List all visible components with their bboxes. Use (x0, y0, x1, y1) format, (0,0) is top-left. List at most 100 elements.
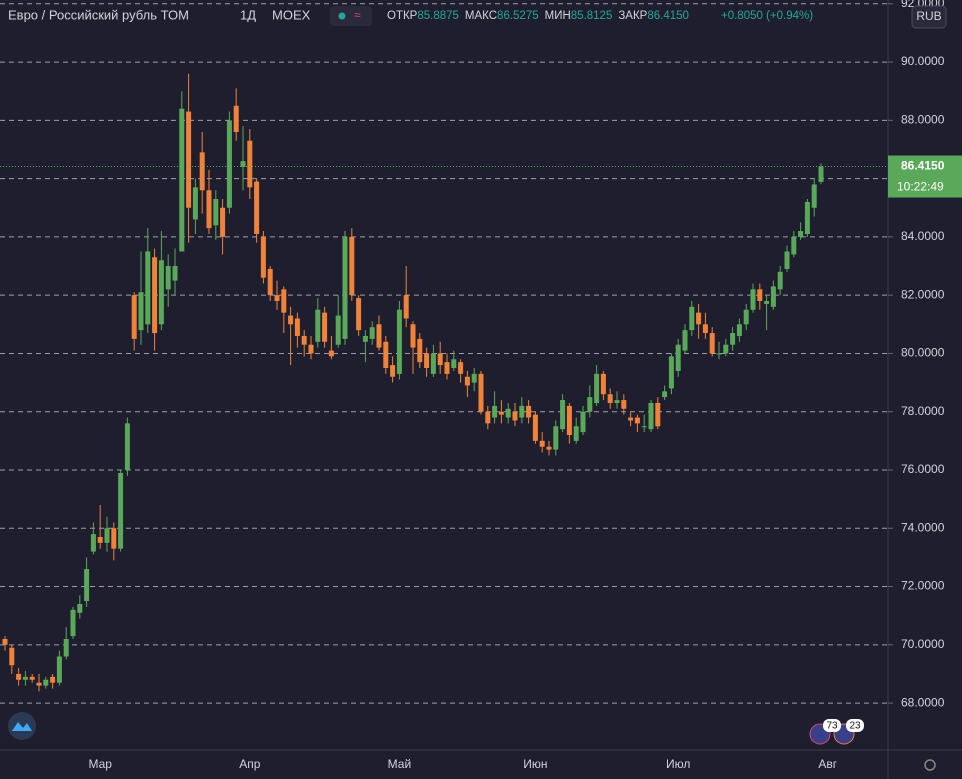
currency: RUB (916, 9, 941, 23)
candle-body (77, 604, 83, 613)
candles: 86.4150 10:22:49 (0, 73, 962, 692)
y-tick-label: 80.0000 (901, 346, 945, 360)
candle-body (689, 306, 695, 331)
candle-body (750, 289, 756, 310)
candle-body (478, 373, 484, 412)
candle-body (539, 440, 545, 447)
candle-body (90, 534, 96, 552)
candle-body (580, 411, 586, 433)
legend-value: 85.8125 (571, 10, 613, 22)
badge-bg (823, 719, 841, 732)
candle-body (532, 414, 538, 441)
candle-body (458, 362, 464, 374)
candle-body (546, 446, 552, 450)
candle-body (791, 236, 797, 255)
last-price-tag (888, 155, 962, 198)
y-tick-label: 76.0000 (901, 462, 945, 476)
candle-body (43, 679, 49, 686)
candle-body (56, 656, 62, 683)
candle-body (396, 309, 402, 374)
candle-body (192, 187, 198, 220)
candle-body (383, 341, 389, 369)
interval: 1Д (240, 7, 256, 22)
candle-body (709, 333, 715, 354)
candle-body (784, 251, 790, 269)
candle-body (213, 199, 219, 226)
change: +0.8050 (+0.94%) (721, 10, 813, 22)
candle-body (220, 207, 226, 237)
candle-body (512, 411, 518, 421)
candle-body (104, 528, 110, 543)
currency-button[interactable] (911, 5, 947, 29)
y-tick-label: 90.0000 (901, 54, 945, 68)
candle-body (594, 373, 600, 403)
candle-body (526, 405, 532, 418)
exchange: MOEX (272, 7, 311, 22)
candle-body (743, 309, 749, 325)
candle-body (736, 324, 742, 336)
candle-body (294, 318, 300, 336)
candle-body (356, 298, 362, 331)
candle-body (505, 408, 511, 418)
candle-body (165, 266, 171, 290)
candle-body (777, 271, 783, 290)
candle-body (811, 184, 817, 208)
candle-body (716, 353, 722, 355)
candle-body (131, 295, 137, 339)
candle-body (444, 362, 450, 374)
candle-body (335, 315, 341, 345)
candle-body (730, 333, 736, 345)
candle-body (179, 108, 185, 252)
candle-body (281, 289, 287, 313)
legend-value: 86.4150 (647, 10, 689, 22)
candle-body (566, 405, 572, 436)
y-tick-label: 84.0000 (901, 229, 945, 243)
countdown: 10:22:49 (897, 180, 944, 194)
candle-body (437, 353, 443, 366)
candle-body (247, 140, 253, 188)
candle-body (322, 312, 328, 342)
candle-body (430, 353, 436, 374)
candle-body (607, 394, 613, 403)
candle-body (464, 376, 470, 386)
settings-icon[interactable] (924, 759, 936, 771)
badge: 23 (849, 721, 861, 732)
candle-body (451, 359, 457, 369)
candle-body (226, 120, 232, 208)
candle-body (70, 609, 76, 637)
x-tick-label: Авг (818, 757, 837, 771)
candle-body (2, 638, 8, 645)
candle-body (260, 236, 266, 278)
badge: 73 (826, 721, 838, 732)
candle-body (757, 289, 763, 301)
x-tick-label: Июл (666, 757, 690, 771)
candle-body (553, 426, 559, 450)
candle-body (390, 365, 396, 377)
y-tick-label: 74.0000 (901, 520, 945, 534)
candle-body (349, 236, 355, 296)
legend-label: МИН (545, 10, 571, 22)
candle-body (124, 423, 130, 470)
status-badges[interactable] (330, 6, 372, 26)
candle-body (267, 268, 273, 296)
candle-body (328, 350, 334, 357)
candle-body (696, 312, 702, 325)
candle-body (424, 353, 430, 369)
candle-body (29, 676, 35, 680)
candle-body (798, 231, 804, 237)
logo[interactable] (8, 712, 36, 740)
candle-body (152, 257, 158, 334)
legend-label: МАКС (465, 10, 497, 22)
candle-body (634, 417, 640, 424)
candle-body (614, 400, 620, 403)
candle-body (818, 166, 824, 182)
candle-body (22, 676, 28, 680)
candle-body (587, 397, 593, 412)
candle-body (403, 295, 409, 319)
candle-body (158, 260, 164, 325)
delay-icon: ≈ (354, 8, 361, 22)
candle-body (764, 300, 770, 304)
candle-body (206, 190, 212, 229)
candle-body (308, 344, 314, 354)
